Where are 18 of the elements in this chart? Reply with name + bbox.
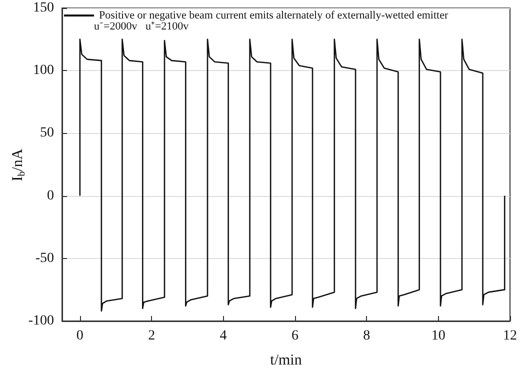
y-tick-label: -50 — [35, 250, 54, 266]
x-tick-label: 6 — [291, 328, 298, 344]
x-tick-label: 8 — [363, 328, 370, 344]
y-tick-label: 0 — [47, 188, 54, 204]
line-series — [79, 38, 506, 312]
x-tick-label: 4 — [220, 328, 227, 344]
annotation: u⁻=2000v u⁺=2100v — [94, 20, 190, 32]
x-tick-label: 2 — [148, 328, 156, 344]
x-tick-label: 0 — [76, 328, 84, 344]
legend-label: Positive or negative beam current emits alternately of externally-wetted emitter — [99, 10, 448, 22]
y-tick-label: -100 — [28, 314, 54, 328]
x-tick-label: 12 — [503, 328, 517, 344]
y-axis-title: Ib/nA — [10, 148, 28, 182]
y-tick-label: 100 — [33, 63, 54, 78]
x-tick-label: 10 — [431, 328, 446, 344]
x-axis-title: t/min — [270, 352, 302, 368]
y-tick-label: 150 — [33, 0, 54, 16]
y-tick-label: 50 — [40, 126, 54, 141]
